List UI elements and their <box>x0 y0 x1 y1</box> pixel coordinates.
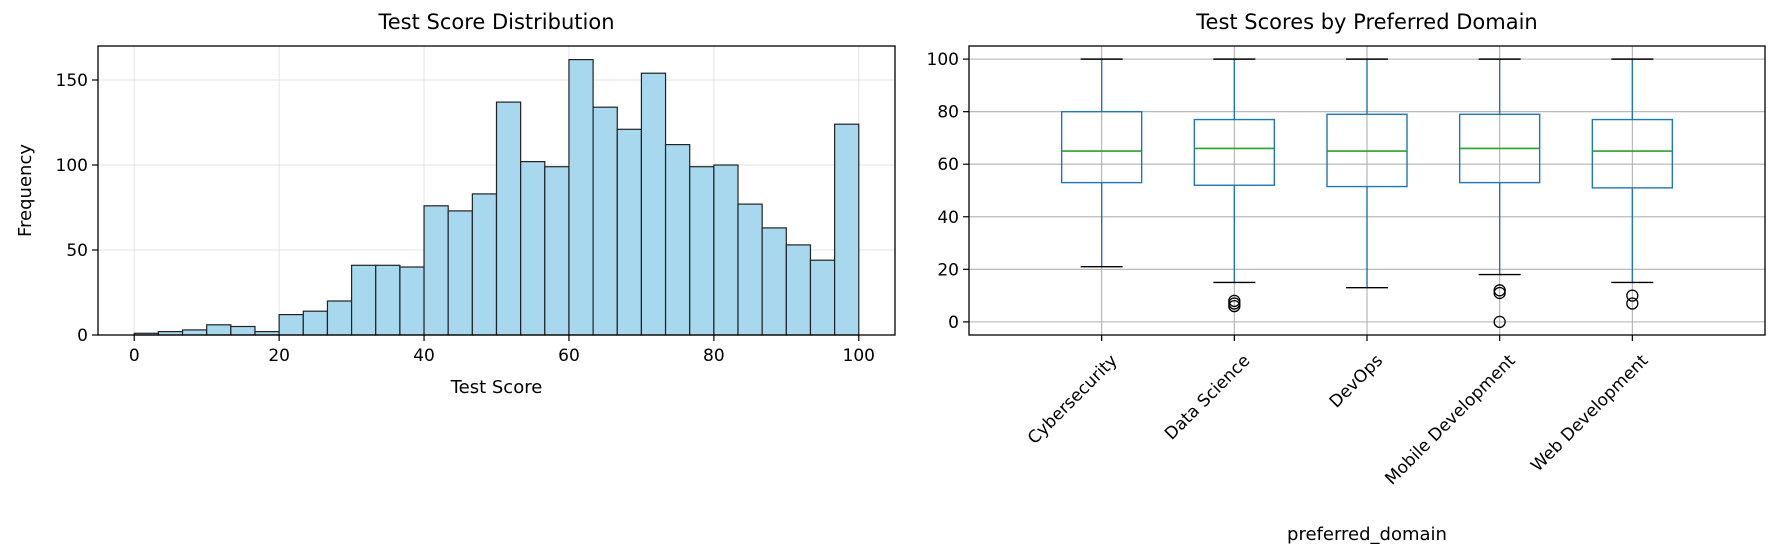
histogram-bar <box>350 264 377 336</box>
histogram-y-tick-label: 150 <box>56 71 88 91</box>
histogram-bars <box>133 58 860 336</box>
histogram-x-ticks: 0 20 40 60 80 100 <box>129 335 875 366</box>
boxplot-y-tick-label: 0 <box>948 313 959 333</box>
box-group <box>1060 58 1143 268</box>
box-iqr <box>1591 118 1674 189</box>
histogram-y-label: Frequency <box>15 144 36 237</box>
box-iqr <box>1060 110 1143 184</box>
histogram-frame <box>97 45 896 336</box>
boxplot-y-ticks: 0 20 40 60 80 100 <box>927 50 969 333</box>
boxplot-y-tick-label: 20 <box>937 260 959 280</box>
histogram-y-ticks: 0 50 100 150 <box>56 71 98 346</box>
histogram-bar <box>713 164 739 336</box>
histogram-bar <box>423 205 449 336</box>
box-group <box>1326 58 1408 289</box>
box-outlier <box>1626 289 1639 302</box>
boxplot-x-label: preferred_domain <box>1287 524 1447 545</box>
boxplot-marks <box>1060 58 1674 329</box>
histogram-bar <box>181 329 208 336</box>
boxplot-x-tick-label: Mobile Development <box>1381 351 1520 490</box>
boxplot-y-tick-label: 40 <box>937 208 959 228</box>
histogram-bar <box>664 144 691 336</box>
histogram-panel: 0 20 40 60 80 100 0 50 100 150 Test Score Distri… <box>15 10 896 398</box>
histogram-x-tick-label: 100 <box>843 346 875 366</box>
boxplot-y-tick-label: 100 <box>927 50 959 70</box>
boxplot-x-tick-label: Web Development <box>1527 351 1652 476</box>
histogram-bar <box>544 166 570 336</box>
histogram-bar <box>616 128 643 336</box>
histogram-bar <box>230 325 256 336</box>
histogram-bar <box>278 314 304 336</box>
histogram-bar <box>834 123 860 336</box>
histogram-x-tick-label: 60 <box>558 346 580 366</box>
histogram-x-tick-label: 0 <box>129 346 140 366</box>
boxplot-y-tick-label: 60 <box>937 155 959 175</box>
box-outlier <box>1493 315 1506 329</box>
histogram-bar <box>761 227 787 336</box>
histogram-x-label: Test Score <box>450 377 543 398</box>
histogram-bar <box>809 259 836 336</box>
box-group <box>1458 58 1541 329</box>
histogram-bar <box>302 310 329 336</box>
histogram-bar <box>326 300 353 336</box>
box-outlier <box>1228 294 1241 307</box>
histogram-bar <box>375 264 401 336</box>
histogram-bar <box>399 266 425 336</box>
histogram-x-tick-label: 80 <box>703 346 725 366</box>
histogram-bar <box>471 193 498 336</box>
histogram-x-tick-label: 40 <box>413 346 435 366</box>
histogram-bar <box>640 72 667 336</box>
histogram-bar <box>447 210 473 336</box>
histogram-title: Test Score Distribution <box>377 10 614 34</box>
boxplot-title: Test Scores by Preferred Domain <box>1195 10 1537 34</box>
histogram-bar <box>495 101 522 336</box>
histogram-y-tick-label: 0 <box>77 326 88 346</box>
boxplot-x-tick-label: DevOps <box>1326 351 1387 412</box>
box-iqr <box>1193 118 1276 186</box>
histogram-bar <box>568 58 594 336</box>
histogram-bar <box>785 244 812 336</box>
histogram-bar <box>592 106 618 336</box>
histogram-bar <box>689 166 715 336</box>
box-group <box>1193 58 1276 313</box>
histogram-bar <box>206 324 232 336</box>
box-group <box>1591 58 1674 310</box>
histogram-y-tick-label: 100 <box>56 156 88 176</box>
histogram-x-tick-label: 20 <box>268 346 290 366</box>
histogram-bar <box>520 161 546 336</box>
histogram-bar <box>737 203 763 336</box>
boxplot-x-tick-label: Data Science <box>1161 351 1254 444</box>
boxplot-x-tick-label: Cybersecurity <box>1024 351 1122 449</box>
box-outlier <box>1626 297 1639 310</box>
histogram-y-tick-label: 50 <box>66 241 88 261</box>
box-outlier <box>1493 284 1506 297</box>
boxplot-y-tick-label: 80 <box>937 103 959 123</box>
